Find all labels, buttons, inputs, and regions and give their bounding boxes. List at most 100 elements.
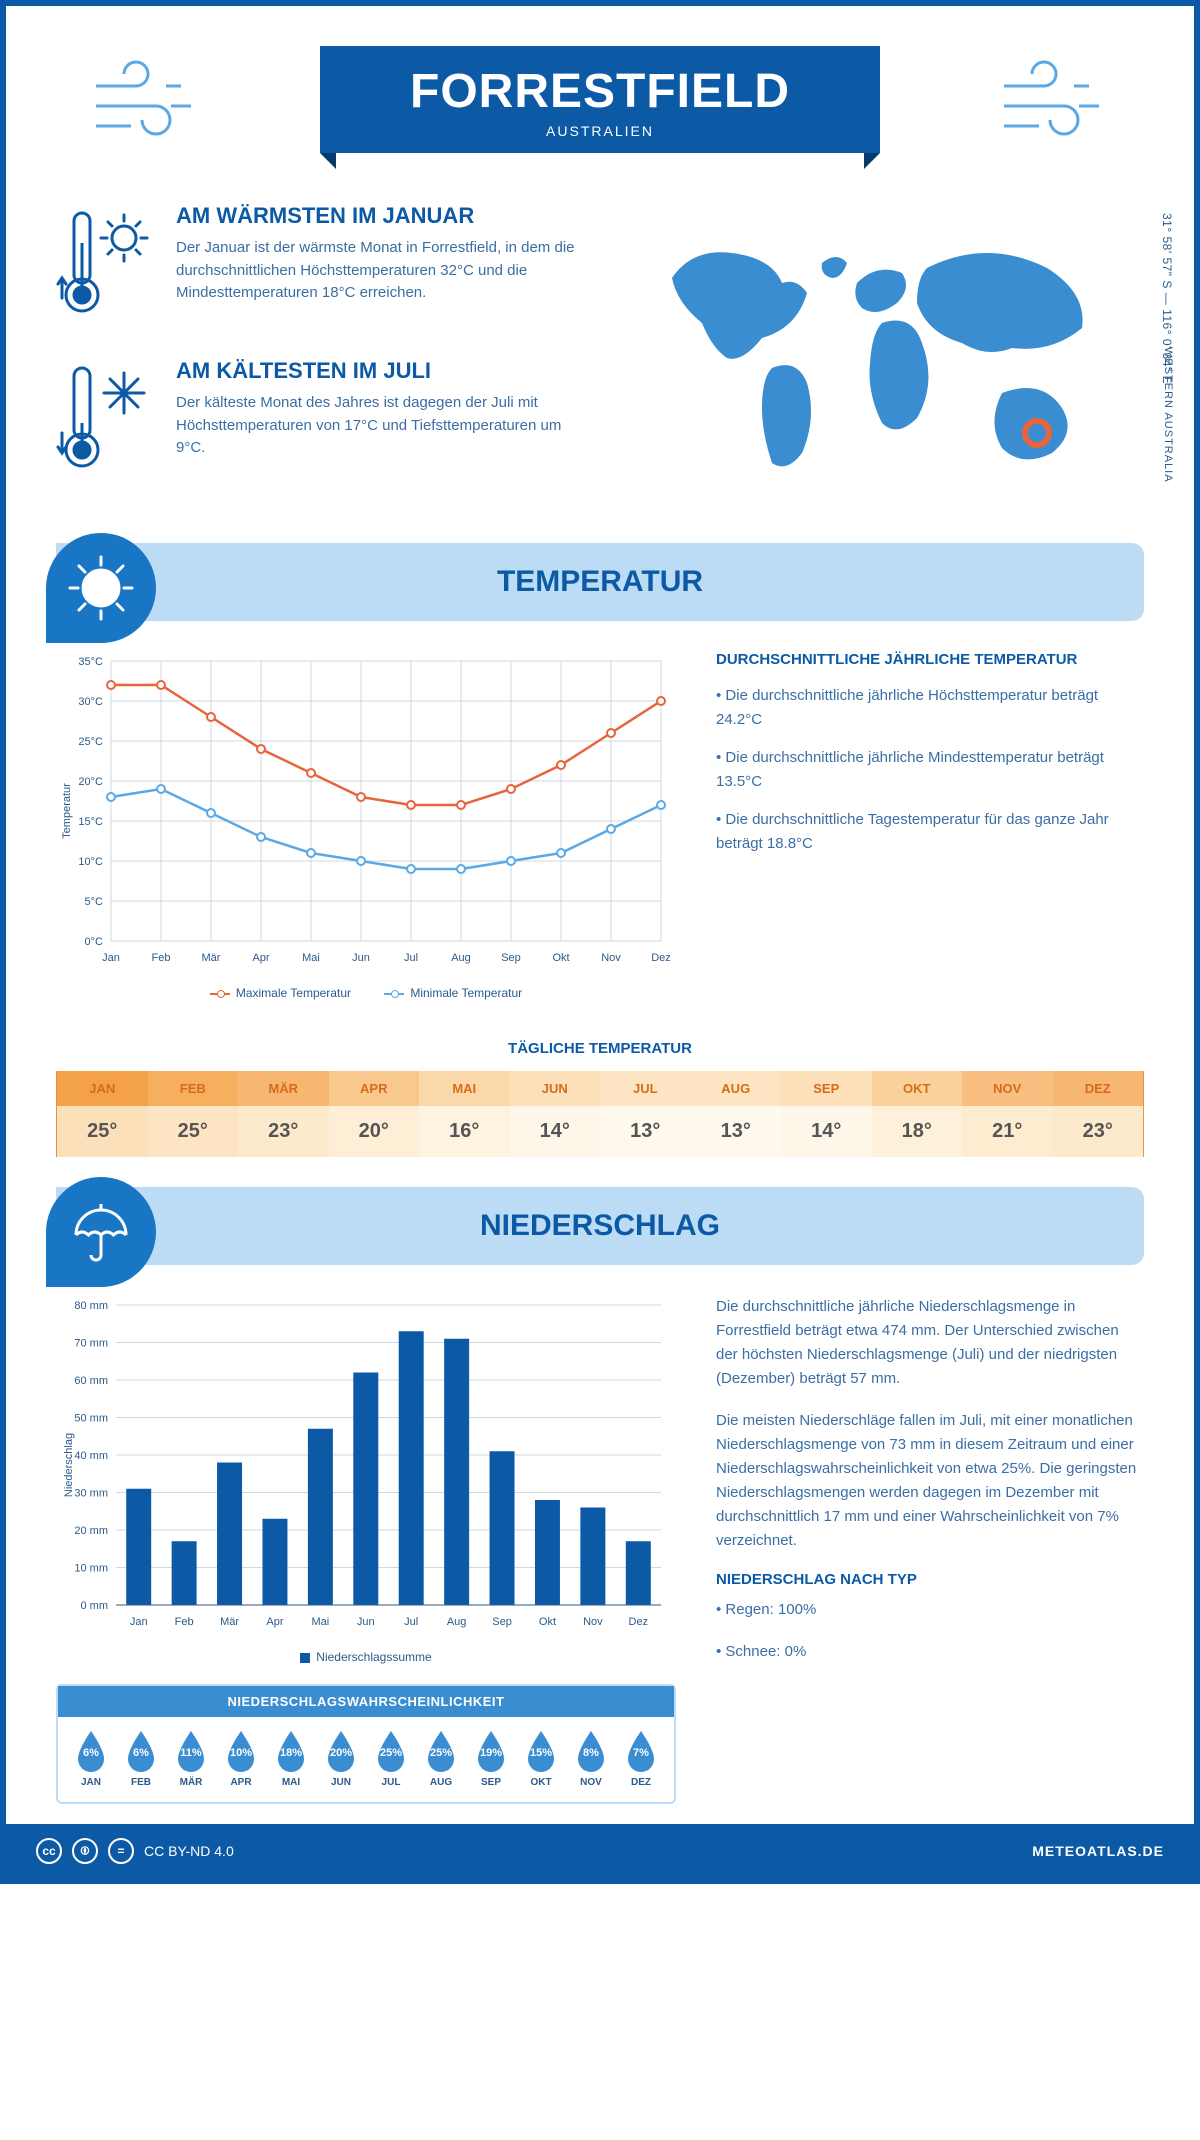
prob-value: 15% [524,1747,558,1759]
temperature-line-chart: 0°C5°C10°C15°C20°C25°C30°C35°CJanFebMärA… [56,651,676,971]
svg-text:80 mm: 80 mm [74,1300,108,1312]
precip-para: Die meisten Niederschläge fallen im Juli… [716,1409,1144,1553]
daily-value: 23° [1053,1106,1144,1157]
thermometer-hot-icon [56,203,156,323]
raindrop-icon: 20% [324,1729,358,1773]
prob-month: JUN [316,1777,366,1788]
svg-text:Jul: Jul [404,952,418,964]
prob-col: 25%JUL [366,1729,416,1788]
daily-month: MÄR [238,1071,329,1106]
svg-text:Jul: Jul [404,1616,418,1628]
prob-col: 7% DEZ [616,1729,666,1788]
temp-bullet: • Die durchschnittliche Tagestemperatur … [716,808,1144,856]
svg-text:Jun: Jun [357,1616,375,1628]
prob-month: DEZ [616,1777,666,1788]
prob-value: 25% [374,1747,408,1759]
raindrop-icon: 7% [624,1729,658,1773]
prob-col: 8%NOV [566,1729,616,1788]
svg-text:40 mm: 40 mm [74,1450,108,1462]
section-banner-temperature: TEMPERATUR [56,543,1144,621]
prob-month: MAI [266,1777,316,1788]
daily-value: 21° [962,1106,1053,1157]
fact-text: Der Januar ist der wärmste Monat in Forr… [176,237,580,305]
wind-icon [994,56,1114,146]
fact-coldest: AM KÄLTESTEN IM JULI Der kälteste Monat … [56,358,580,483]
prob-value: 11% [174,1747,208,1759]
prob-col: 19% SEP [466,1729,516,1788]
prob-month: SEP [466,1777,516,1788]
precip-type-heading: NIEDERSCHLAG NACH TYP [716,1571,1144,1588]
svg-text:Sep: Sep [501,952,521,964]
daily-value: 14° [510,1106,601,1157]
daily-month: AUG [691,1071,782,1106]
svg-text:Apr: Apr [266,1616,283,1628]
precip-type-item: • Schnee: 0% [716,1640,1144,1664]
page-title: FORRESTFIELD [410,64,790,119]
raindrop-icon: 15% [524,1729,558,1773]
umbrella-icon [66,1197,136,1267]
svg-text:50 mm: 50 mm [74,1413,108,1425]
daily-col: JUN14° [510,1071,601,1157]
svg-text:Mai: Mai [312,1616,330,1628]
raindrop-icon: 8% [574,1729,608,1773]
wind-icon [86,56,206,146]
raindrop-icon: 25% [424,1729,458,1773]
raindrop-icon: 19% [474,1729,508,1773]
prob-value: 19% [474,1747,508,1759]
raindrop-icon: 18% [274,1729,308,1773]
svg-text:0°C: 0°C [85,936,104,948]
prob-col: 25%AUG [416,1729,466,1788]
legend-precip: Niederschlagssumme [316,1650,431,1664]
svg-text:30 mm: 30 mm [74,1488,108,1500]
svg-text:Dez: Dez [629,1616,649,1628]
daily-col: DEZ23° [1053,1071,1144,1157]
region-label: WESTERN AUSTRALIA [1162,347,1174,483]
svg-text:Jun: Jun [352,952,370,964]
raindrop-icon: 11% [174,1729,208,1773]
daily-value: 18° [872,1106,963,1157]
prob-month: JAN [66,1777,116,1788]
svg-text:Dez: Dez [651,952,671,964]
site-name: METEOATLAS.DE [1032,1843,1164,1859]
sun-icon [66,553,136,623]
fact-text: Der kälteste Monat des Jahres ist dagege… [176,392,580,460]
svg-text:Sep: Sep [492,1616,512,1628]
fact-title: AM WÄRMSTEN IM JANUAR [176,203,580,229]
daily-col: OKT18° [872,1071,963,1157]
precip-probability-box: NIEDERSCHLAGSWAHRSCHEINLICHKEIT 6%JAN6%F… [56,1684,676,1804]
section-title: TEMPERATUR [497,565,703,598]
daily-month: NOV [962,1071,1053,1106]
prob-value: 25% [424,1747,458,1759]
prob-value: 8% [574,1747,608,1759]
temp-bullet: • Die durchschnittliche jährliche Mindes… [716,746,1144,794]
daily-month: SEP [781,1071,872,1106]
legend-max: Maximale Temperatur [236,986,351,1000]
svg-text:70 mm: 70 mm [74,1338,108,1350]
prob-col: 6% JAN [66,1729,116,1788]
page-subtitle: AUSTRALIEN [410,123,790,139]
svg-text:20 mm: 20 mm [74,1525,108,1537]
precip-para: Die durchschnittliche jährliche Niedersc… [716,1295,1144,1391]
prob-col: 6%FEB [116,1729,166,1788]
footer: cc 🅯 = CC BY-ND 4.0 METEOATLAS.DE [6,1824,1194,1878]
daily-month: FEB [148,1071,239,1106]
prob-month: APR [216,1777,266,1788]
prob-value: 20% [324,1747,358,1759]
daily-month: JUL [600,1071,691,1106]
prob-col: 11%MÄR [166,1729,216,1788]
svg-text:Feb: Feb [175,1616,194,1628]
svg-text:Aug: Aug [451,952,471,964]
thermometer-cold-icon [56,358,156,478]
daily-value: 13° [691,1106,782,1157]
fact-title: AM KÄLTESTEN IM JULI [176,358,580,384]
svg-text:25°C: 25°C [78,736,103,748]
daily-value: 13° [600,1106,691,1157]
daily-month: OKT [872,1071,963,1106]
prob-col: 20% JUN [316,1729,366,1788]
section-banner-precip: NIEDERSCHLAG [56,1187,1144,1265]
fact-warmest: AM WÄRMSTEN IM JANUAR Der Januar ist der… [56,203,580,328]
svg-text:60 mm: 60 mm [74,1375,108,1387]
svg-text:Okt: Okt [552,952,569,964]
raindrop-icon: 6% [74,1729,108,1773]
prob-month: OKT [516,1777,566,1788]
